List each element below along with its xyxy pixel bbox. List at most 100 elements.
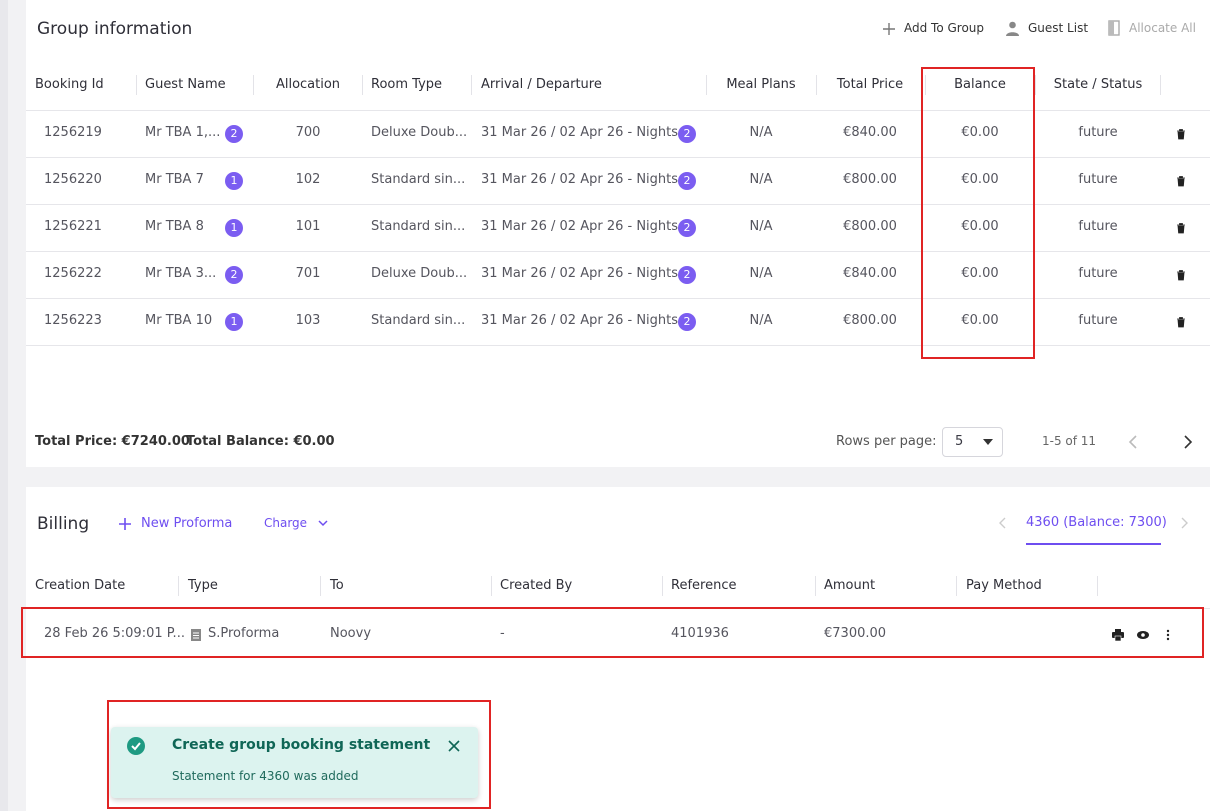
nights-badge: 2 bbox=[678, 219, 696, 237]
toast-message: Statement for 4360 was added bbox=[172, 769, 359, 783]
next-page[interactable] bbox=[1183, 435, 1193, 449]
balance: €0.00 bbox=[961, 313, 999, 328]
delete-button[interactable] bbox=[1175, 222, 1187, 234]
highlight-box bbox=[107, 700, 491, 809]
column-separator bbox=[816, 75, 817, 95]
highlight-box bbox=[21, 607, 1204, 658]
prev-page[interactable] bbox=[1128, 435, 1138, 449]
column-header: Balance bbox=[954, 77, 1006, 92]
column-separator bbox=[956, 576, 957, 596]
rows-per-page-select[interactable]: 5 bbox=[942, 427, 1003, 457]
status: future bbox=[1078, 266, 1118, 281]
status: future bbox=[1078, 313, 1118, 328]
column-header: Allocation bbox=[275, 77, 341, 92]
status: future bbox=[1078, 172, 1118, 187]
new-proforma[interactable]: New Proforma bbox=[141, 516, 233, 531]
created-by: - bbox=[500, 626, 505, 641]
column-separator bbox=[253, 75, 254, 95]
chevron-down bbox=[318, 520, 328, 527]
guest-list[interactable]: Guest List bbox=[1028, 21, 1089, 35]
column-header: Type bbox=[188, 578, 218, 593]
total-price: €800.00 bbox=[843, 313, 897, 328]
guest-count-badge: 2 bbox=[225, 125, 243, 143]
arrival-departure: 31 Mar 26 / 02 Apr 26 - Nights: bbox=[481, 125, 683, 140]
guest-name: Mr TBA 8 bbox=[145, 219, 204, 234]
row-divider bbox=[26, 157, 1210, 158]
billing-title: Billing bbox=[37, 514, 90, 534]
arrival-departure: 31 Mar 26 / 02 Apr 26 - Nights: bbox=[481, 172, 683, 187]
row-divider bbox=[26, 204, 1210, 205]
booking-id: 1256221 bbox=[44, 219, 102, 234]
page-range: 1-5 of 11 bbox=[1042, 434, 1097, 448]
row-divider bbox=[26, 345, 1210, 346]
door-icon bbox=[1108, 20, 1120, 36]
column-header: Meal Plans bbox=[726, 77, 796, 92]
allocate-all[interactable]: Allocate All bbox=[1129, 21, 1196, 35]
column-header: Total Price bbox=[836, 77, 904, 92]
amount: €7300.00 bbox=[824, 626, 887, 641]
column-separator bbox=[136, 75, 137, 95]
type: S.Proforma bbox=[208, 626, 280, 641]
allocation: 102 bbox=[295, 172, 321, 187]
close-toast[interactable] bbox=[448, 740, 460, 752]
add-to-group[interactable]: Add To Group bbox=[904, 21, 985, 35]
column-separator bbox=[178, 576, 179, 596]
person-icon bbox=[1006, 21, 1019, 36]
column-separator bbox=[491, 576, 492, 596]
delete-button[interactable] bbox=[1175, 316, 1187, 328]
toast-title: Create group booking statement bbox=[172, 737, 431, 753]
print-button[interactable] bbox=[1112, 629, 1124, 642]
total-price: €840.00 bbox=[843, 125, 897, 140]
meal-plans: N/A bbox=[749, 219, 773, 234]
reference: 4101936 bbox=[671, 626, 729, 641]
plus-icon bbox=[119, 518, 131, 530]
allocation: 101 bbox=[295, 219, 321, 234]
guest-count-badge: 1 bbox=[225, 219, 243, 237]
prev-account[interactable] bbox=[999, 517, 1007, 529]
booking-id: 1256220 bbox=[44, 172, 102, 187]
meal-plans: N/A bbox=[749, 266, 773, 281]
delete-button[interactable] bbox=[1175, 269, 1187, 281]
creation-date: 28 Feb 26 5:09:01 P... bbox=[44, 626, 185, 641]
dropdown-arrow bbox=[983, 439, 993, 445]
room-type: Standard sin... bbox=[371, 172, 466, 187]
nights-badge: 2 bbox=[678, 172, 696, 190]
delete-button-glyph bbox=[1177, 176, 1185, 187]
room-type: Deluxe Doub... bbox=[371, 125, 468, 140]
account-tab[interactable]: 4360 (Balance: 7300) bbox=[1026, 515, 1167, 530]
arrival-departure: 31 Mar 26 / 02 Apr 26 - Nights: bbox=[481, 313, 683, 328]
delete-button[interactable] bbox=[1175, 175, 1187, 187]
delete-button-glyph bbox=[1177, 223, 1185, 234]
guest-count-badge: 1 bbox=[225, 313, 243, 331]
more-button[interactable] bbox=[1162, 629, 1174, 641]
guest-name: Mr TBA 10 bbox=[145, 313, 213, 328]
column-header: Created By bbox=[500, 578, 573, 593]
arrival-departure: 31 Mar 26 / 02 Apr 26 - Nights: bbox=[481, 266, 683, 281]
view-button[interactable] bbox=[1137, 629, 1149, 641]
status: future bbox=[1078, 125, 1118, 140]
allocation: 103 bbox=[295, 313, 321, 328]
guest-count-badge: 1 bbox=[225, 172, 243, 190]
column-separator bbox=[1035, 75, 1036, 95]
column-separator bbox=[1160, 75, 1161, 95]
delete-button[interactable] bbox=[1175, 128, 1187, 140]
column-header: Arrival / Departure bbox=[481, 77, 602, 92]
meal-plans: N/A bbox=[749, 313, 773, 328]
column-header: Room Type bbox=[371, 77, 443, 92]
column-header: Pay Method bbox=[966, 578, 1042, 593]
column-header: Guest Name bbox=[145, 77, 226, 92]
delete-button-glyph bbox=[1177, 270, 1185, 281]
column-separator bbox=[471, 75, 472, 95]
row-divider bbox=[26, 251, 1210, 252]
status: future bbox=[1078, 219, 1118, 234]
room-type: Standard sin... bbox=[371, 219, 466, 234]
highlight-box bbox=[921, 67, 1035, 359]
sidebar-edge bbox=[0, 0, 8, 811]
nights-badge: 2 bbox=[678, 313, 696, 331]
column-separator bbox=[320, 576, 321, 596]
column-separator bbox=[662, 576, 663, 596]
next-account[interactable] bbox=[1180, 517, 1188, 529]
guest-count-badge: 2 bbox=[225, 266, 243, 284]
charge-menu[interactable]: Charge bbox=[264, 516, 308, 530]
column-header: Reference bbox=[671, 578, 737, 593]
